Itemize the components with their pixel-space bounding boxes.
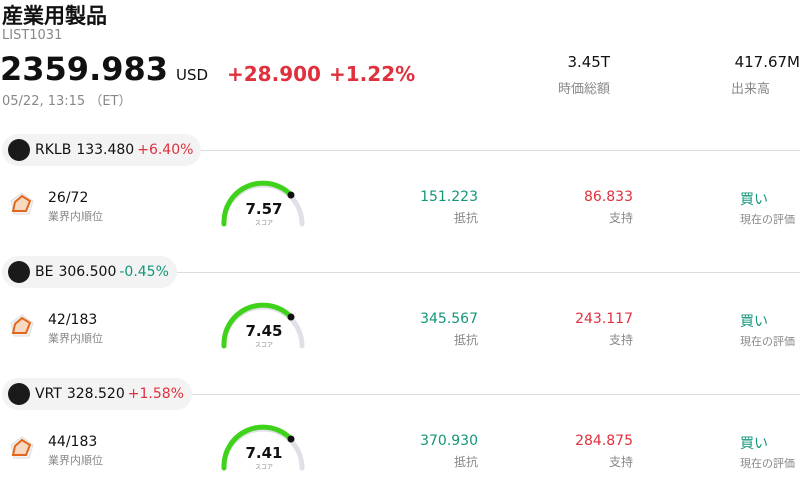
title: 産業用製品	[2, 4, 107, 28]
support-label: 支持	[608, 211, 633, 225]
rank: 44/183	[48, 434, 98, 450]
stock-pill[interactable]: RKLB 133.480 +6.40%	[2, 134, 202, 166]
change: +28.900	[227, 62, 321, 86]
resistance: 370.930	[420, 433, 478, 449]
stock-change: +1.58%	[127, 386, 184, 402]
radar-icon	[10, 436, 34, 459]
rating: 買い	[740, 192, 768, 208]
rank: 42/183	[48, 312, 98, 328]
resistance: 151.223	[420, 189, 478, 205]
change-pct: +1.22%	[329, 62, 416, 86]
stock-change: -0.45%	[119, 264, 169, 280]
score: 7.41	[245, 444, 283, 462]
score: 7.57	[245, 200, 283, 218]
score: 7.45	[245, 322, 283, 340]
volume: 417.67M	[734, 53, 800, 71]
radar-icon	[10, 192, 34, 215]
rank-label: 業界内順位	[48, 332, 103, 345]
code: LIST1031	[2, 28, 63, 43]
score-gauge	[221, 424, 305, 471]
stock-pill[interactable]: VRT 328.520 +1.58%	[2, 378, 192, 410]
rank: 26/72	[48, 190, 89, 206]
rating-label: 現在の評価	[740, 213, 795, 226]
ticker: VRT	[35, 386, 62, 402]
stock-price: 328.520	[66, 386, 125, 402]
support: 86.833	[584, 189, 633, 205]
volume-label: 出来高	[731, 82, 771, 97]
stock-price: 133.480	[76, 142, 135, 158]
logo	[8, 383, 30, 405]
stock-price: 306.500	[58, 264, 117, 280]
rating-label: 現在の評価	[740, 335, 795, 348]
rating-label: 現在の評価	[740, 457, 795, 470]
separator	[150, 150, 800, 151]
separator	[150, 272, 800, 273]
score-gauge	[221, 302, 305, 349]
rank-label: 業界内順位	[48, 454, 103, 467]
separator	[150, 394, 800, 395]
stock-change: +6.40%	[137, 142, 194, 158]
score-label: スコア	[254, 220, 273, 227]
radar-icon	[10, 314, 34, 337]
rank-label: 業界内順位	[48, 210, 103, 223]
resistance-label: 抵抗	[453, 455, 478, 469]
rating: 買い	[740, 314, 768, 330]
rating: 買い	[740, 436, 768, 452]
score-label: スコア	[254, 342, 273, 349]
ticker: RKLB	[35, 142, 72, 158]
resistance-label: 抵抗	[453, 333, 478, 347]
logo	[8, 261, 30, 283]
support: 243.117	[575, 311, 633, 327]
score-label: スコア	[254, 464, 273, 471]
market-cap: 3.45T	[567, 53, 610, 71]
resistance-label: 抵抗	[453, 211, 478, 225]
market-cap-label: 時価総額	[557, 82, 610, 97]
price: 2359.983	[0, 50, 169, 88]
ticker: BE	[35, 264, 54, 280]
logo	[8, 139, 30, 161]
resistance: 345.567	[420, 311, 478, 327]
support-label: 支持	[608, 455, 633, 469]
time: 05/22, 13:15 （ET）	[2, 94, 132, 109]
currency: USD	[176, 66, 209, 84]
stock-pill[interactable]: BE 306.500 -0.45%	[2, 256, 177, 288]
support: 284.875	[575, 433, 633, 449]
support-label: 支持	[608, 333, 633, 347]
score-gauge	[221, 180, 305, 227]
